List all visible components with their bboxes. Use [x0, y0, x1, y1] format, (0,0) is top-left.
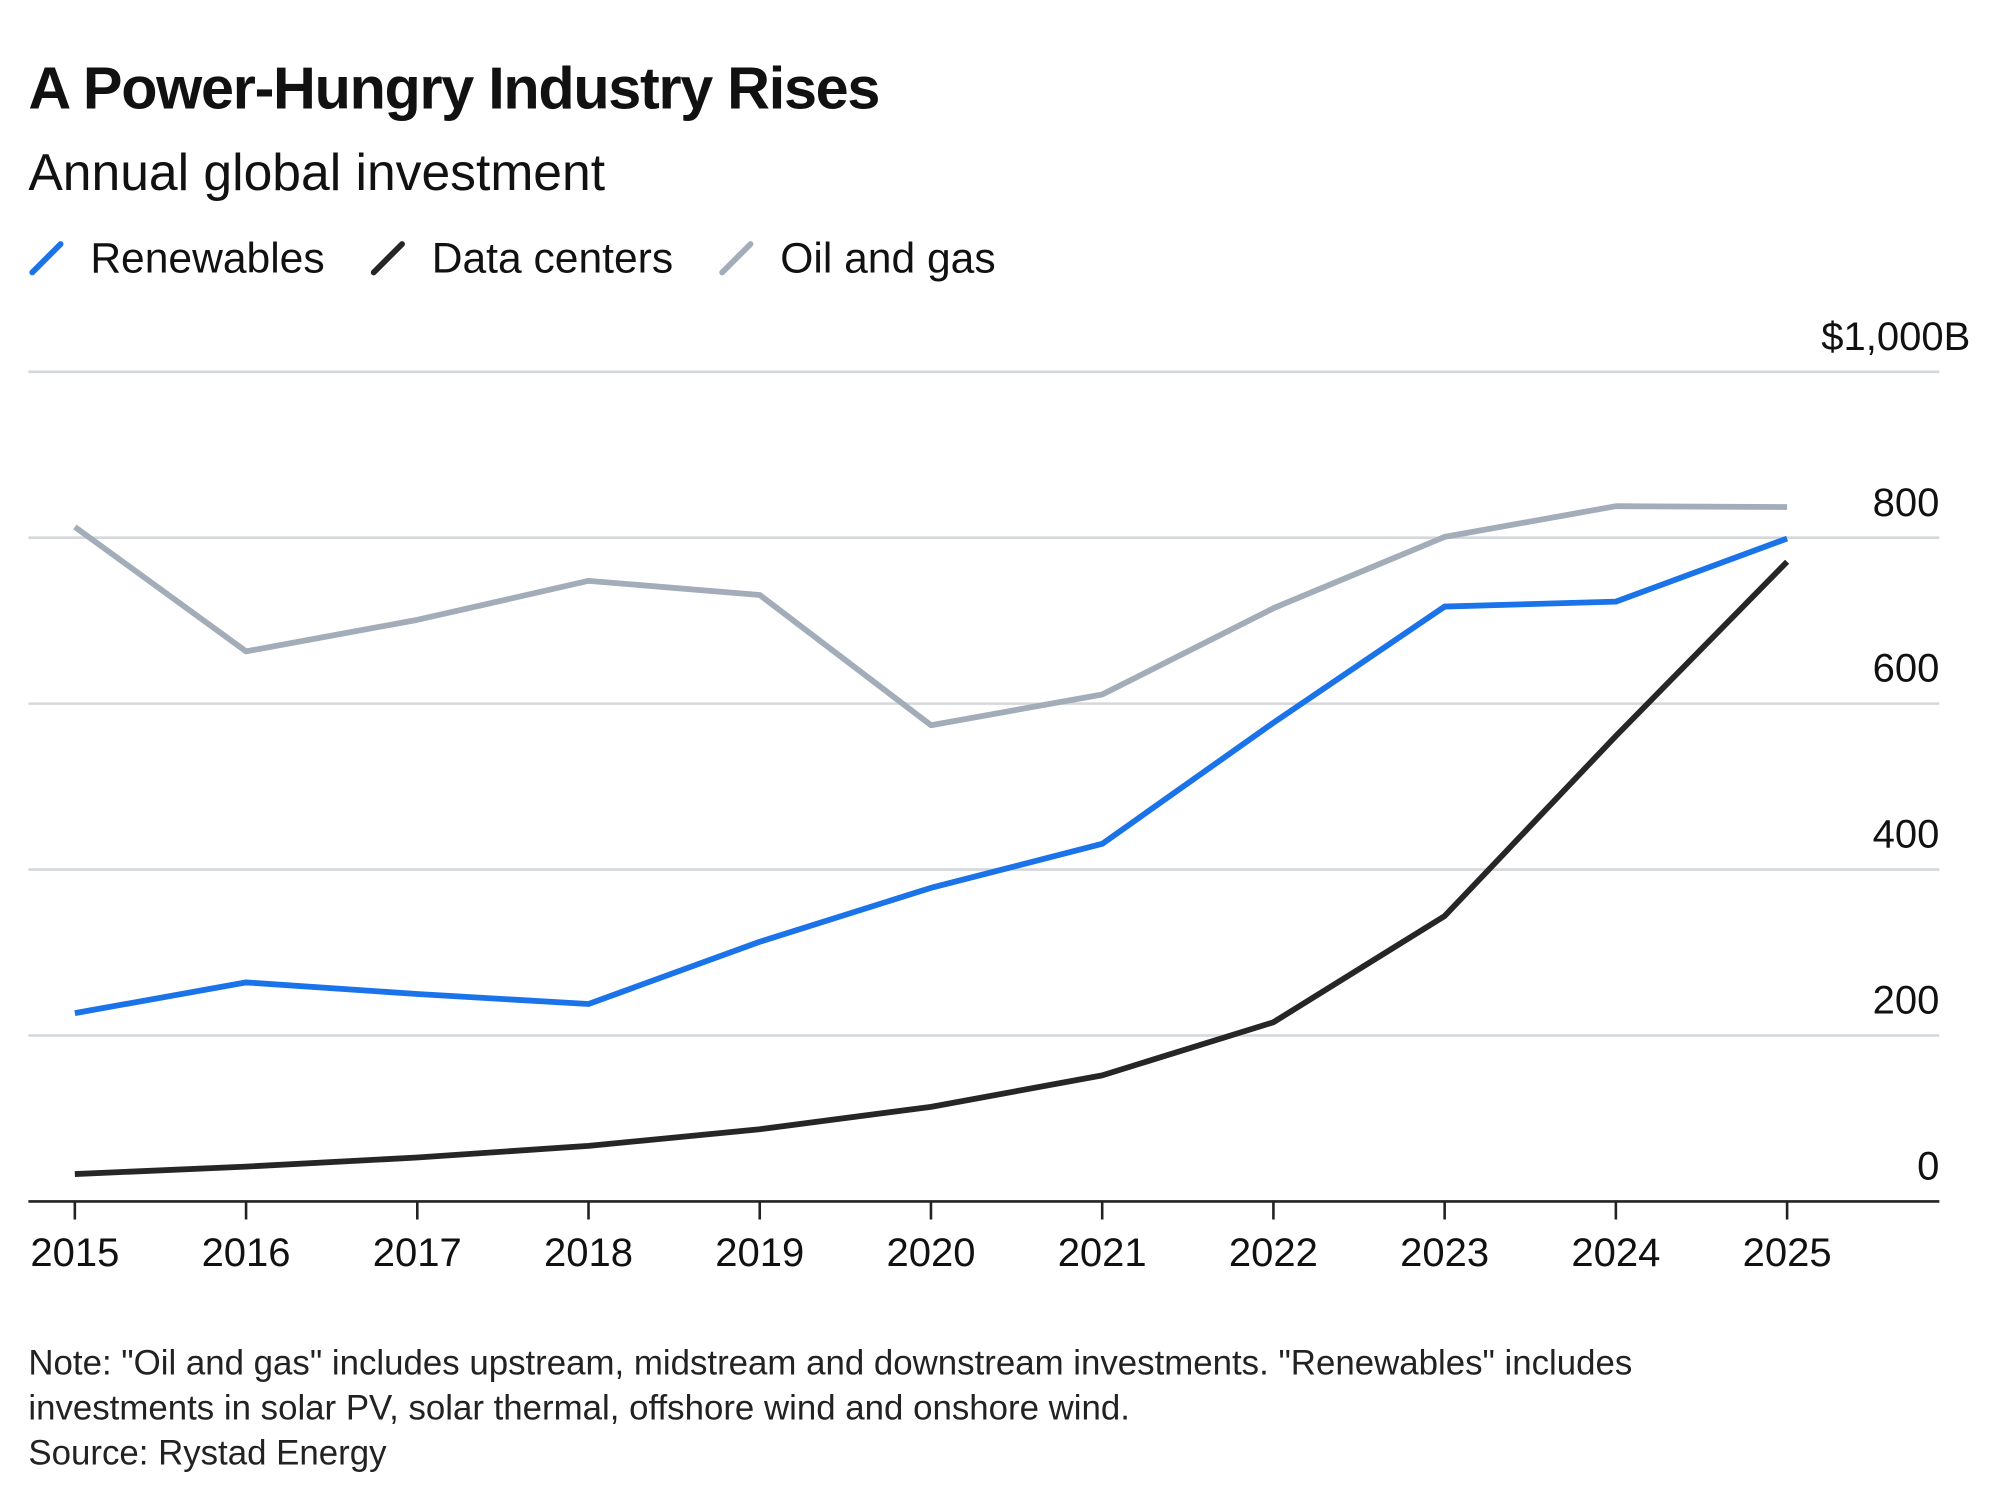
x-tick-label: 2019: [715, 1231, 804, 1275]
note-line: investments in solar PV, solar thermal, …: [28, 1389, 1130, 1428]
legend-swatch: [719, 241, 754, 276]
legend-label: Data centers: [432, 234, 673, 282]
series-line: [74, 535, 1789, 1016]
note-line: Note: "Oil and gas" includes upstream, m…: [28, 1343, 1632, 1382]
y-tick-label: 0: [1917, 1145, 1939, 1189]
x-tick-label: 2021: [1058, 1231, 1147, 1275]
chart-title: A Power-Hungry Industry Rises: [28, 55, 879, 122]
y-tick-label: 600: [1873, 647, 1940, 691]
grid: 0 200 400 600 800 $1,000B 2015 2016 2017 2018 2019…: [28, 315, 1970, 1275]
y-tick-label: 400: [1873, 813, 1940, 857]
legend: Renewables Data centers Oil and gas: [29, 234, 996, 282]
legend-label: Oil and gas: [780, 234, 995, 282]
y-tick-label: 800: [1873, 481, 1940, 525]
y-tick-label: 200: [1873, 979, 1940, 1023]
x-tick-label: 2022: [1229, 1231, 1318, 1275]
legend-swatch: [29, 241, 64, 276]
x-tick-label: 2023: [1400, 1231, 1489, 1275]
legend-swatch: [370, 241, 405, 276]
plot-area: [73, 503, 1790, 1177]
series-line: [74, 559, 1790, 1177]
x-tick-label: 2017: [373, 1231, 462, 1275]
chart-subtitle: Annual global investment: [28, 143, 605, 201]
x-tick-label: 2016: [202, 1231, 291, 1275]
series-line: [73, 503, 1788, 729]
x-tick-label: 2020: [886, 1231, 975, 1275]
legend-label: Renewables: [90, 234, 324, 282]
source: Source: Rystad Energy: [28, 1434, 387, 1473]
x-tick-label: 2025: [1743, 1231, 1832, 1275]
x-tick-label: 2024: [1571, 1231, 1660, 1275]
y-tick-label: $1,000B: [1821, 315, 1970, 359]
x-tick-label: 2015: [30, 1231, 119, 1275]
x-tick-label: 2018: [544, 1231, 633, 1275]
